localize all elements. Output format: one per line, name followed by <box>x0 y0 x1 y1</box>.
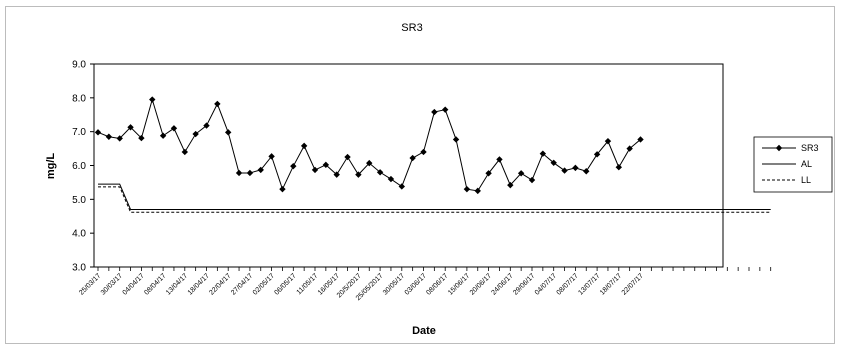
y-tick-label: 6.0 <box>72 161 86 172</box>
x-tick-label: 30/05/17 <box>382 272 406 296</box>
x-tick-label: 13/04/17 <box>165 272 189 296</box>
data-point <box>528 176 536 184</box>
data-point <box>246 169 254 177</box>
x-tick-label: 27/04/17 <box>230 272 254 296</box>
x-tick-label: 22/04/17 <box>208 272 232 296</box>
x-tick-label: 20/06/17 <box>469 272 493 296</box>
series-line-sr3 <box>97 97 641 192</box>
data-point <box>94 129 102 136</box>
data-point <box>279 185 286 193</box>
data-point <box>431 108 438 116</box>
data-point <box>442 106 449 113</box>
data-point <box>517 170 525 177</box>
data-point <box>387 175 395 183</box>
y-tick-label: 8.0 <box>72 93 86 104</box>
x-tick-label: 24/06/17 <box>490 272 514 296</box>
data-point <box>333 171 340 178</box>
data-point <box>496 156 503 163</box>
x-tick-label: 04/04/17 <box>122 272 146 296</box>
chart-frame <box>5 6 835 344</box>
data-point <box>192 130 199 138</box>
data-point <box>257 166 264 174</box>
data-point <box>474 187 481 195</box>
plot-area-border <box>93 63 724 268</box>
x-tick-label: 02/05/17 <box>252 272 276 296</box>
x-tick-label: 06/05/17 <box>273 272 297 296</box>
x-tick-label: 04/07/17 <box>534 272 558 296</box>
data-point <box>116 135 123 142</box>
data-point <box>626 145 633 152</box>
data-point <box>214 100 221 108</box>
legend-label-sr3: SR3 <box>801 143 819 153</box>
x-tick-label: 11/05/17 <box>296 272 320 296</box>
data-point <box>268 153 275 160</box>
data-point <box>344 153 351 161</box>
data-point <box>311 166 319 174</box>
y-tick-label: 9.0 <box>72 60 86 71</box>
data-point <box>398 183 405 190</box>
data-point <box>583 168 590 175</box>
data-point <box>355 171 362 178</box>
data-point <box>463 185 471 193</box>
x-tick-label: 13/07/17 <box>577 272 601 296</box>
y-axis-ticks: 3.0 4.0 5.0 6.0 7.0 8.0 9.0 <box>72 60 94 274</box>
y-axis-title: mg/L <box>45 153 57 180</box>
data-point <box>300 142 308 150</box>
x-axis-ticks: 25/03/1730/03/1704/04/1708/04/1713/04/17… <box>78 267 772 302</box>
data-point <box>637 136 644 143</box>
x-tick-label: 08/04/17 <box>143 272 167 296</box>
legend-marker <box>775 144 783 152</box>
data-point <box>170 125 178 132</box>
legend: SR3 AL LL <box>753 136 833 193</box>
y-tick-label: 3.0 <box>72 263 86 274</box>
x-tick-label: 08/06/17 <box>425 272 449 296</box>
data-point <box>604 137 612 145</box>
y-tick-label: 7.0 <box>72 127 86 138</box>
legend-label-al: AL <box>801 159 812 169</box>
x-tick-label: 03/06/17 <box>404 272 428 296</box>
x-tick-label: 30/03/17 <box>100 272 124 296</box>
data-point <box>420 148 427 156</box>
data-point <box>550 159 557 166</box>
x-tick-label: 29/06/17 <box>512 272 536 296</box>
data-point <box>322 161 330 169</box>
data-point <box>138 134 145 142</box>
data-point <box>572 164 579 172</box>
data-point <box>225 129 232 136</box>
x-axis-title: Date <box>412 325 436 337</box>
data-point <box>593 151 601 158</box>
series-line-al <box>98 183 771 210</box>
x-tick-label: 18/07/17 <box>599 272 623 296</box>
x-tick-label: 08/07/17 <box>556 272 580 296</box>
x-tick-label: 25/03/17 <box>78 272 102 296</box>
data-point <box>507 181 514 189</box>
data-point <box>561 167 568 174</box>
data-point <box>127 124 134 131</box>
data-point <box>366 159 373 167</box>
data-point <box>203 122 210 129</box>
x-tick-label: 22/07/17 <box>621 272 645 296</box>
series-layer <box>94 96 771 213</box>
data-point <box>409 154 416 162</box>
data-point <box>452 136 460 143</box>
data-point <box>539 150 547 157</box>
data-point <box>159 132 167 139</box>
data-point <box>485 170 492 177</box>
x-tick-label: 18/04/17 <box>187 272 211 296</box>
data-point <box>290 162 297 170</box>
series-line-ll <box>98 186 771 213</box>
chart-title: SR3 <box>401 22 422 34</box>
data-point <box>615 163 622 171</box>
data-point <box>235 169 243 177</box>
x-tick-label: 15/06/17 <box>447 272 471 296</box>
y-tick-label: 5.0 <box>72 195 86 206</box>
legend-label-ll: LL <box>801 175 811 185</box>
data-point <box>105 133 113 140</box>
data-point <box>376 169 384 176</box>
data-point <box>149 96 156 103</box>
data-point <box>181 148 188 156</box>
y-tick-label: 4.0 <box>72 229 86 240</box>
